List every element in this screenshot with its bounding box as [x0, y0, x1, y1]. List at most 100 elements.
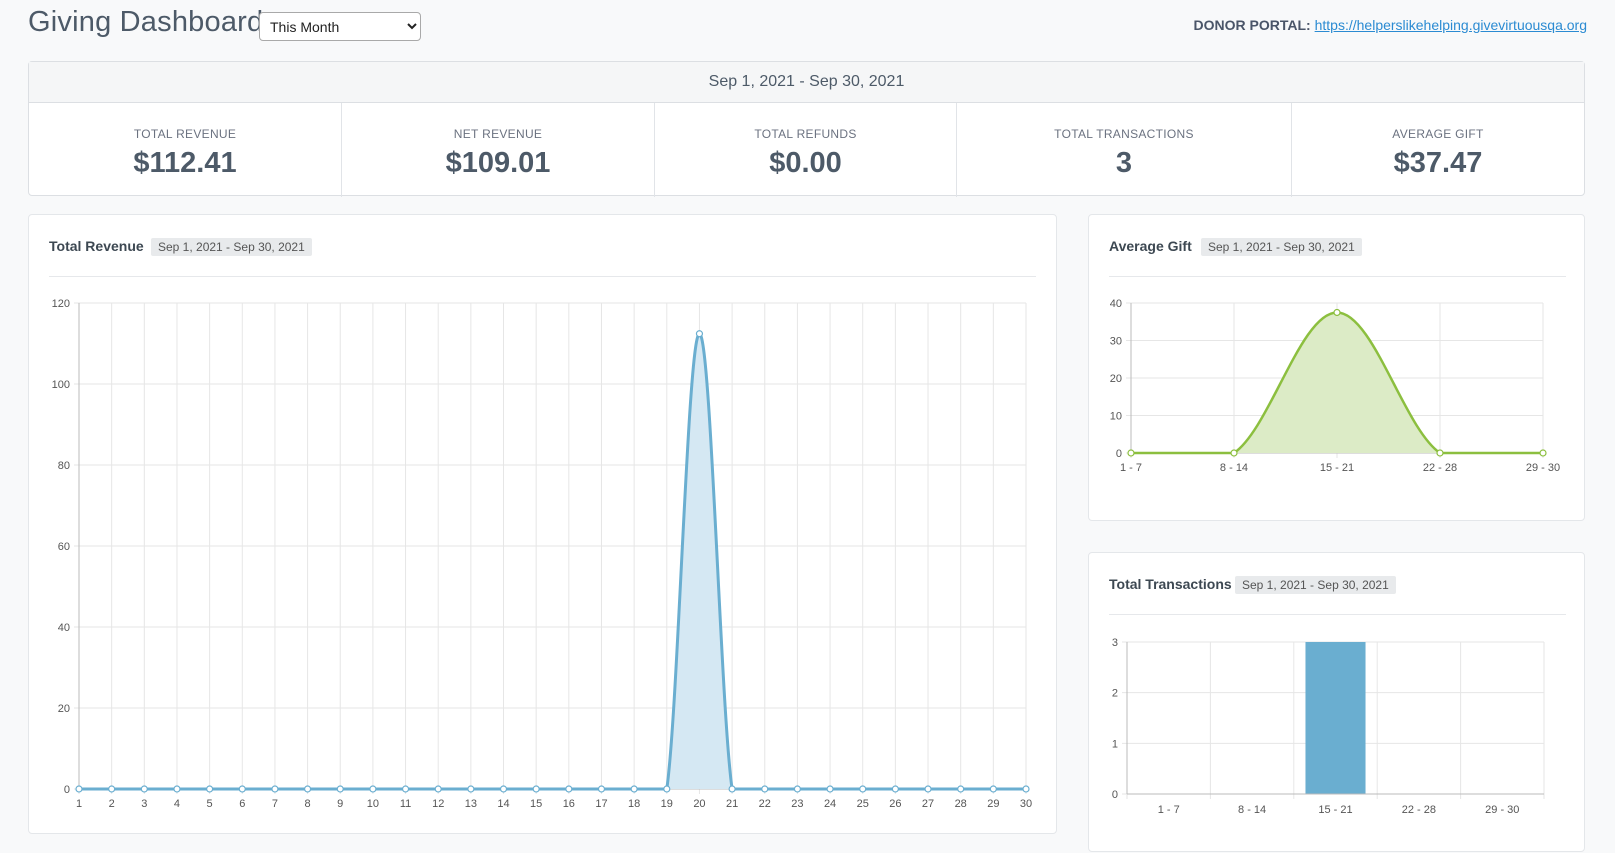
x-tick-label: 25	[857, 798, 869, 810]
y-tick-label: 2	[1112, 688, 1118, 700]
x-tick-label: 10	[367, 798, 379, 810]
y-tick-label: 0	[64, 784, 70, 796]
data-point	[826, 785, 834, 793]
data-point	[1230, 449, 1238, 457]
x-tick-label: 20	[693, 798, 705, 810]
stat-label: TOTAL REFUNDS	[754, 127, 857, 141]
y-tick-label: 20	[58, 703, 70, 715]
x-tick-label: 21	[726, 798, 738, 810]
x-tick-label: 15 - 21	[1320, 462, 1354, 474]
stat-total-revenue: TOTAL REVENUE $112.41	[29, 103, 342, 197]
summary-date-range: Sep 1, 2021 - Sep 30, 2021	[29, 62, 1584, 103]
x-tick-label: 2	[109, 798, 115, 810]
x-tick-label: 5	[207, 798, 213, 810]
y-tick-label: 3	[1112, 637, 1118, 649]
y-tick-label: 40	[58, 622, 70, 634]
x-tick-label: 7	[272, 798, 278, 810]
x-tick-label: 15	[530, 798, 542, 810]
x-tick-label: 19	[661, 798, 673, 810]
y-tick-label: 0	[1112, 789, 1118, 801]
donor-portal: DONOR PORTAL: https://helperslikehelping…	[1194, 17, 1587, 33]
x-tick-label: 8 - 14	[1238, 804, 1266, 816]
x-tick-label: 23	[791, 798, 803, 810]
data-point	[1127, 449, 1135, 457]
data-point	[401, 785, 410, 793]
data-point	[663, 785, 671, 793]
stat-total-transactions: TOTAL TRANSACTIONS 3	[957, 103, 1292, 197]
y-tick-label: 20	[1110, 373, 1122, 385]
x-tick-label: 22 - 28	[1402, 804, 1436, 816]
donor-portal-link[interactable]: https://helperslikehelping.givevirtuousq…	[1314, 17, 1587, 33]
data-point	[173, 785, 181, 793]
stat-net-revenue: NET REVENUE $109.01	[342, 103, 655, 197]
x-tick-label: 8 - 14	[1220, 462, 1248, 474]
data-point	[565, 785, 573, 793]
y-tick-label: 40	[1110, 298, 1122, 310]
y-tick-label: 1	[1112, 738, 1118, 750]
y-tick-label: 10	[1110, 411, 1122, 423]
stat-label: TOTAL TRANSACTIONS	[1054, 127, 1194, 141]
data-point	[108, 785, 116, 793]
y-tick-label: 80	[58, 460, 70, 472]
data-point	[728, 785, 736, 793]
x-tick-label: 3	[141, 798, 147, 810]
page-header: Giving Dashboard This Month DONOR PORTAL…	[0, 0, 1615, 52]
panel-title: Average Gift	[1109, 238, 1192, 254]
x-tick-label: 4	[174, 798, 180, 810]
x-tick-label: 16	[563, 798, 575, 810]
stat-total-refunds: TOTAL REFUNDS $0.00	[655, 103, 957, 197]
stat-label: TOTAL REVENUE	[133, 127, 237, 141]
stat-average-gift: AVERAGE GIFT $37.47	[1292, 103, 1584, 197]
donor-portal-label: DONOR PORTAL:	[1193, 17, 1311, 33]
stat-value: $112.41	[133, 147, 237, 179]
y-tick-label: 100	[52, 379, 70, 391]
x-tick-label: 22	[759, 798, 771, 810]
x-tick-label: 28	[955, 798, 967, 810]
y-tick-label: 30	[1110, 336, 1122, 348]
data-point	[434, 785, 442, 793]
data-point	[989, 785, 997, 793]
y-tick-label: 60	[58, 541, 70, 553]
stat-label: AVERAGE GIFT	[1392, 127, 1484, 141]
x-tick-label: 9	[337, 798, 343, 810]
date-range-select[interactable]: This Month	[259, 12, 421, 41]
panel-title: Total Revenue	[49, 238, 144, 254]
series-area	[79, 333, 1026, 789]
x-tick-label: 1	[76, 798, 82, 810]
x-tick-label: 26	[889, 798, 901, 810]
data-point	[1022, 785, 1030, 793]
x-tick-label: 11	[400, 798, 411, 810]
series-area	[1131, 312, 1543, 453]
panel-divider	[1109, 276, 1566, 277]
x-tick-label: 29 - 30	[1485, 804, 1519, 816]
average-gift-chart: 0 10 20 30 40 1 - 7 8 - 14 15 - 21 22 - 28 29 - 3…	[1110, 298, 1560, 474]
data-point	[75, 785, 83, 793]
data-point	[630, 785, 638, 793]
data-point	[499, 785, 508, 793]
date-range-badge: Sep 1, 2021 - Sep 30, 2021	[1235, 576, 1396, 594]
summary-stats: TOTAL REVENUE $112.41 NET REVENUE $109.0…	[29, 103, 1584, 197]
x-tick-label: 12	[432, 798, 444, 810]
stat-value: $0.00	[769, 147, 842, 179]
data-point	[793, 785, 802, 793]
data-point	[761, 785, 769, 793]
x-tick-label: 14	[497, 798, 509, 810]
data-point	[271, 785, 279, 793]
x-tick-label: 30	[1020, 798, 1032, 810]
y-tick-label: 120	[52, 298, 70, 310]
stat-value: $37.47	[1393, 147, 1483, 179]
series-line	[79, 332, 1026, 791]
data-point	[532, 785, 540, 793]
date-range-badge: Sep 1, 2021 - Sep 30, 2021	[151, 238, 312, 256]
stat-label: NET REVENUE	[453, 127, 543, 141]
average-gift-panel: Average Gift Sep 1, 2021 - Sep 30, 2021 …	[1088, 214, 1585, 521]
x-tick-label: 8	[305, 798, 311, 810]
total-transactions-chart: 0 1 2 3 1 - 7 8 - 14 15 - 21 22 - 28 29 - 30	[1112, 637, 1545, 816]
data-point	[1539, 449, 1547, 457]
panel-divider	[1109, 614, 1566, 615]
x-tick-label: 13	[465, 798, 477, 810]
total-transactions-panel: Total Transactions Sep 1, 2021 - Sep 30,…	[1088, 552, 1585, 852]
data-point	[336, 785, 344, 793]
x-tick-label: 6	[239, 798, 245, 810]
x-tick-label: 1 - 7	[1158, 804, 1180, 816]
